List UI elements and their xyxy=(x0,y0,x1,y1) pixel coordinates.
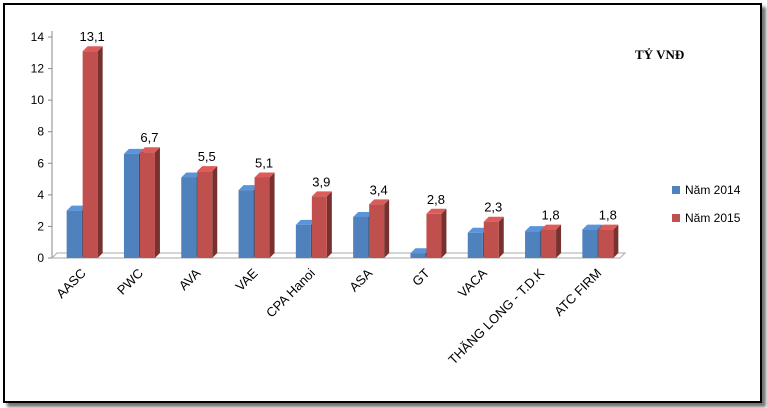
bar-top xyxy=(598,224,619,230)
bar-2014 xyxy=(467,232,483,258)
bar-2015 xyxy=(197,171,213,258)
bar-top xyxy=(139,147,160,153)
chart-frame: 0 2 4 6 8 10 12 14 13,1 AASC 6,7 PWC 5,5 AVA 5,1 VAE 3,9… xyxy=(3,3,762,403)
bar-2014 xyxy=(181,177,197,258)
category-label: CPA Hanoi xyxy=(263,265,318,320)
bar-top xyxy=(181,172,202,178)
bar-side xyxy=(326,191,332,258)
data-label: 5,5 xyxy=(198,149,216,164)
bar-top xyxy=(541,224,562,230)
bar-2015 xyxy=(541,229,557,258)
y-tick-label: 2 xyxy=(37,219,44,233)
data-label: 2,3 xyxy=(484,200,502,215)
bar-side xyxy=(441,208,447,258)
bar-2014 xyxy=(295,224,311,258)
bar-side xyxy=(498,216,504,258)
bar-2015 xyxy=(426,213,442,258)
legend: Năm 2014 Năm 2015 xyxy=(672,183,740,239)
y-tick-label: 10 xyxy=(31,93,45,107)
bar-top xyxy=(82,46,103,52)
bar-2015 xyxy=(254,177,270,258)
bar-2014 xyxy=(123,153,139,258)
bar-2014 xyxy=(525,231,541,258)
bar-2015 xyxy=(483,221,499,258)
data-label: 1,8 xyxy=(542,208,560,223)
bar-2015 xyxy=(598,229,614,258)
bar-top xyxy=(410,248,431,254)
data-label: 6,7 xyxy=(140,130,158,145)
legend-swatch xyxy=(672,214,680,222)
bar-2014 xyxy=(410,253,426,258)
data-label: 3,4 xyxy=(370,182,388,197)
legend-item: Năm 2015 xyxy=(672,211,740,225)
y-tick-label: 0 xyxy=(37,251,44,265)
bar-top xyxy=(582,224,603,230)
bar-2015 xyxy=(311,196,327,258)
unit-label: TỶ VNĐ xyxy=(635,47,685,62)
bar-2014 xyxy=(353,216,369,258)
category-label: VAE xyxy=(232,265,261,294)
bar-top xyxy=(66,205,87,211)
bar-2014 xyxy=(582,229,598,258)
bar-top xyxy=(311,191,332,197)
y-tick-label: 12 xyxy=(31,62,45,76)
data-label: 2,8 xyxy=(427,192,445,207)
legend-item: Năm 2014 xyxy=(672,183,740,197)
bar-top xyxy=(123,148,144,154)
data-label: 13,1 xyxy=(79,29,104,44)
bar-side xyxy=(154,147,160,258)
category-label: ASA xyxy=(346,265,375,294)
bar-side xyxy=(556,224,562,258)
bar-side xyxy=(97,46,103,259)
bar-top xyxy=(483,216,504,222)
bar-chart: 0 2 4 6 8 10 12 14 13,1 AASC 6,7 PWC 5,5 AVA 5,1 VAE 3,9… xyxy=(31,29,627,367)
bar-top xyxy=(254,172,275,178)
bar-side xyxy=(384,199,390,258)
bar-top xyxy=(238,185,259,191)
y-tick-label: 4 xyxy=(37,188,44,202)
bar-top xyxy=(197,166,218,172)
data-label: 3,9 xyxy=(312,174,330,189)
y-tick-label: 8 xyxy=(37,125,44,139)
bar-side xyxy=(269,172,275,258)
category-label: AASC xyxy=(53,266,89,302)
bar-2015 xyxy=(369,204,385,258)
legend-swatch xyxy=(672,186,680,194)
bar-top xyxy=(426,208,447,214)
bar-2015 xyxy=(139,152,155,258)
category-label: THĂNG LONG - T.D.K xyxy=(445,265,547,367)
data-label: 5,1 xyxy=(255,155,273,170)
bar-top xyxy=(525,226,546,232)
bar-top xyxy=(467,227,488,233)
category-label: AVA xyxy=(176,265,204,293)
category-label: ATC FIRM xyxy=(551,266,604,319)
legend-label: Năm 2014 xyxy=(685,183,741,197)
y-tick-label: 6 xyxy=(37,156,44,170)
bar-2015 xyxy=(82,51,98,259)
y-tick-label: 14 xyxy=(31,30,45,44)
bar-2014 xyxy=(66,210,82,258)
bar-side xyxy=(212,166,218,258)
legend-label: Năm 2015 xyxy=(685,211,741,225)
bar-2014 xyxy=(238,190,254,258)
category-label: PWC xyxy=(114,266,146,298)
category-label: GT xyxy=(409,265,432,288)
bar-top xyxy=(369,199,390,205)
bar-side xyxy=(613,224,619,258)
bar-top xyxy=(353,211,374,217)
bar-top xyxy=(295,219,316,225)
data-label: 1,8 xyxy=(599,208,617,223)
category-label: VACA xyxy=(455,265,490,300)
